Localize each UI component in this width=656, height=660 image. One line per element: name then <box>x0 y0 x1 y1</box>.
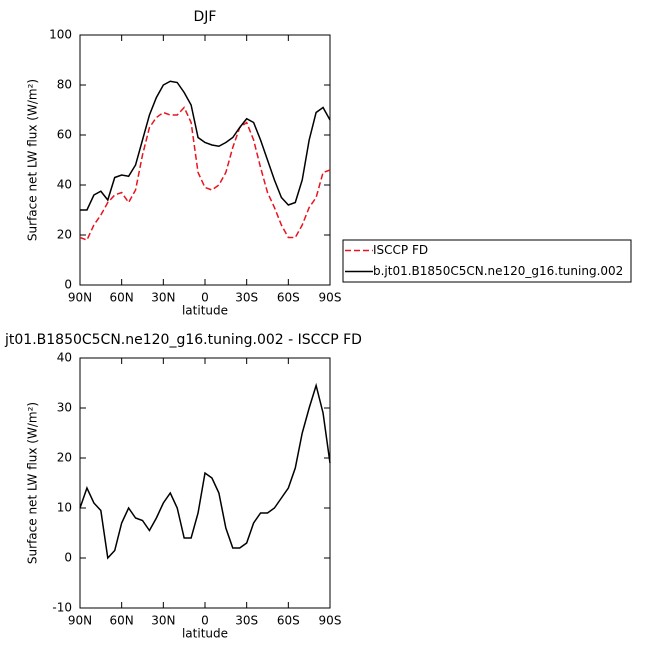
y-tick-label: 20 <box>57 228 72 242</box>
plot-frame <box>79 34 331 286</box>
data-line <box>79 106 331 241</box>
y-tick-label: 0 <box>64 551 72 565</box>
x-tick-label: 90S <box>319 291 342 305</box>
y-tick-label: 0 <box>64 278 72 292</box>
x-axis-label: latitude <box>182 627 228 641</box>
x-axis-label: latitude <box>182 304 228 318</box>
x-tick-label: 60N <box>110 291 134 305</box>
y-axis-label: Surface net LW flux (W/m²) <box>26 79 40 241</box>
x-tick-label: 90S <box>319 614 342 628</box>
x-tick-label: 90N <box>68 614 92 628</box>
x-tick-label: 30S <box>235 614 258 628</box>
x-tick-label: 30S <box>235 291 258 305</box>
y-axis-label: Surface net LW flux (W/m²) <box>26 402 40 564</box>
x-tick-label: 0 <box>201 614 209 628</box>
legend-box <box>342 239 632 283</box>
y-tick-label: 30 <box>57 401 72 415</box>
x-tick-label: 30N <box>151 291 175 305</box>
x-tick-label: 0 <box>201 291 209 305</box>
x-tick-label: 30N <box>151 614 175 628</box>
y-tick-label: 20 <box>57 451 72 465</box>
legend-label: b.jt01.B1850C5CN.ne120_g16.tuning.002 <box>373 264 623 278</box>
chart-title: DJF <box>194 9 217 25</box>
data-line <box>80 80 331 211</box>
x-tick-label: 60N <box>110 614 134 628</box>
x-tick-label: 60S <box>277 291 300 305</box>
x-tick-label: 90N <box>68 291 92 305</box>
y-tick-label: 10 <box>57 501 72 515</box>
y-tick-label: 60 <box>57 128 72 142</box>
y-tick-label: -10 <box>52 601 72 615</box>
y-tick-label: 100 <box>49 28 72 42</box>
y-tick-label: 40 <box>57 351 72 365</box>
y-tick-label: 80 <box>57 78 72 92</box>
y-tick-label: 40 <box>57 178 72 192</box>
legend-label: ISCCP FD <box>373 243 428 257</box>
chart-title: jt01.B1850C5CN.ne120_g16.tuning.002 - IS… <box>4 332 362 348</box>
data-line <box>79 382 331 560</box>
plot-frame <box>79 357 331 609</box>
x-tick-label: 60S <box>277 614 300 628</box>
